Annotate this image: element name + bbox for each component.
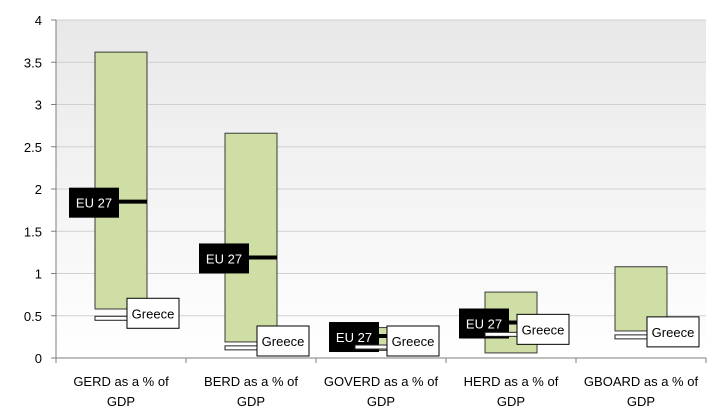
greece-label-box [386, 325, 440, 357]
x-tick-label: GDP [627, 394, 655, 409]
y-tick-label: 2 [35, 182, 42, 197]
x-tick-label: GDP [367, 394, 395, 409]
x-tick-label: GDP [237, 394, 265, 409]
eu27-label-box [69, 187, 119, 218]
y-tick-label: 1 [35, 267, 42, 282]
y-tick-label: 0 [35, 351, 42, 366]
greece-label-box [256, 325, 310, 357]
x-tick-label: GDP [107, 394, 135, 409]
y-tick-label: 1.5 [24, 224, 42, 239]
greece-label: Greece [652, 325, 695, 340]
greece-label: Greece [392, 334, 435, 349]
y-tick-label: 0.5 [24, 309, 42, 324]
eu27-label: EU 27 [206, 251, 242, 266]
greece-label: Greece [522, 322, 565, 337]
x-tick-label: HERD as a % of [464, 374, 559, 389]
greece-label-box [126, 297, 180, 329]
x-tick-label: BERD as a % of [204, 374, 298, 389]
greece-label: Greece [262, 334, 305, 349]
greece-label: Greece [132, 306, 175, 321]
y-axis: 0 0.5 1 1.5 2 2.5 3 3.5 4 [24, 13, 57, 366]
y-tick-label: 3.5 [24, 55, 42, 70]
x-tick-label: GERD as a % of [73, 374, 169, 389]
x-tick-label: GDP [497, 394, 525, 409]
greece-markers: Greece Greece Greece Greece Greece [94, 297, 700, 357]
eu27-markers: EU 27 EU 27 EU 27 EU 27 [69, 187, 537, 353]
y-tick-label: 3 [35, 98, 42, 113]
greece-label-box [516, 313, 570, 345]
range-bar [94, 51, 148, 310]
eu27-label: EU 27 [76, 196, 112, 211]
eu27-label-box [199, 243, 249, 274]
range-bar [224, 132, 278, 343]
x-tick-label: GOVERD as a % of [324, 374, 439, 389]
y-tick-label: 2.5 [24, 140, 42, 155]
x-axis: GERD as a % of GDP BERD as a % of GDP GOVERD… [55, 357, 707, 409]
y-tick-label: 4 [35, 13, 42, 28]
eu27-label: EU 27 [336, 330, 372, 345]
x-tick-label: GBOARD as a % of [584, 374, 699, 389]
eu27-label: EU 27 [466, 317, 502, 332]
greece-label-box [646, 316, 700, 348]
